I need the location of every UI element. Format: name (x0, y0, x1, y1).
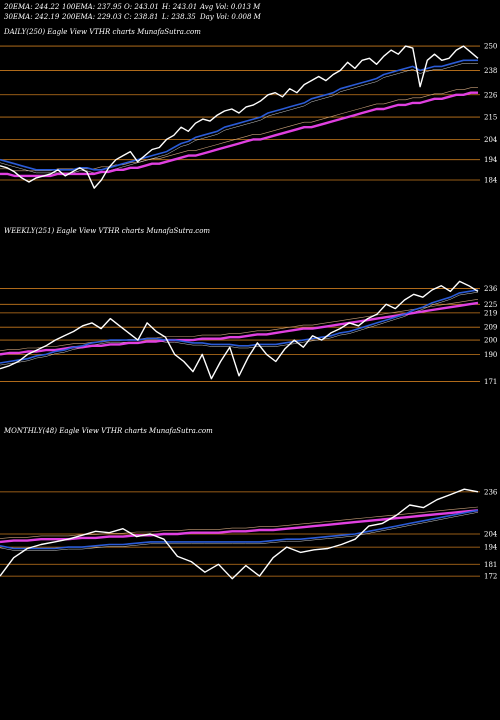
weekly-price-line (0, 280, 479, 380)
volume-header-col5: Avg Vol: 0.013 M Day Vol: 0.008 M (200, 2, 261, 22)
monthly-tick-label: 236 (484, 488, 498, 496)
ema200-value: 200EMA: 229.03 (62, 13, 122, 21)
monthly-tick-label: 194 (484, 544, 498, 552)
weekly-ema-thin-upper-line (0, 299, 479, 352)
ema20-value: 20EMA: 244.22 (4, 3, 60, 11)
daily-ema-magenta-line (0, 91, 478, 178)
daily-price-line (0, 45, 479, 189)
ohlc-header-col4: H: 243.01 L: 238.35 (162, 2, 197, 22)
monthly-tick-label: 172 (484, 573, 497, 581)
daily-tick-label: 204 (484, 136, 498, 144)
monthly-ema-blue-line (0, 509, 479, 550)
daily-tick-label: 194 (484, 156, 498, 164)
daily-tick-label: 250 (484, 43, 497, 51)
high-value: H: 243.01 (162, 3, 198, 11)
avg-volume-value: Avg Vol: 0.013 M (200, 3, 261, 11)
monthly-price-line (0, 488, 479, 580)
ema-header-col2: 100EMA: 237.95 200EMA: 229.03 (62, 2, 122, 22)
monthly-ema-magenta-line (0, 509, 479, 544)
daily-ema-thin-upper-line (0, 87, 478, 172)
monthly-panel-label: MONTHLY(48) Eagle View VTHR charts Munaf… (4, 427, 213, 435)
weekly-tick-label: 200 (484, 337, 497, 345)
daily-panel-label: DAILY(250) Eagle View VTHR charts Munafa… (4, 28, 201, 36)
daily-tick-label: 226 (484, 91, 498, 99)
ema100-value: 100EMA: 237.95 (62, 3, 122, 11)
weekly-ema-blue-line (0, 289, 479, 364)
daily-tick-label: 238 (484, 67, 497, 75)
weekly-tick-label: 209 (484, 324, 497, 332)
low-value: L: 238.35 (162, 13, 196, 21)
weekly-tick-label: 236 (484, 285, 498, 293)
weekly-panel-label: WEEKLY(251) Eagle View VTHR charts Munaf… (4, 227, 211, 235)
weekly-ema-thin-lower-line (0, 291, 479, 366)
ema30-value: 30EMA: 242.19 (4, 13, 60, 21)
daily-ema-blue-line (0, 59, 478, 171)
close-value: C: 238.81 (124, 13, 159, 21)
weekly-ema-magenta-line (0, 301, 479, 356)
weekly-tick-label: 190 (484, 351, 497, 359)
open-value: O: 243.01 (124, 3, 159, 11)
weekly-tick-label: 171 (484, 378, 497, 386)
monthly-tick-label: 181 (484, 561, 497, 569)
daily-tick-label: 184 (484, 176, 498, 184)
ohlc-header-col3: O: 243.01 C: 238.81 (124, 2, 159, 22)
weekly-tick-label: 225 (484, 301, 497, 309)
daily-tick-label: 215 (484, 114, 497, 122)
day-volume-value: Day Vol: 0.008 M (200, 13, 261, 21)
ema-header-col1: 20EMA: 244.22 30EMA: 242.19 (4, 2, 59, 22)
monthly-ema-thin-upper-line (0, 506, 479, 539)
monthly-tick-label: 204 (484, 530, 498, 538)
monthly-ema-thin-lower-line (0, 512, 479, 551)
weekly-tick-label: 219 (484, 309, 497, 317)
daily-ema-thin-lower-line (0, 63, 478, 174)
